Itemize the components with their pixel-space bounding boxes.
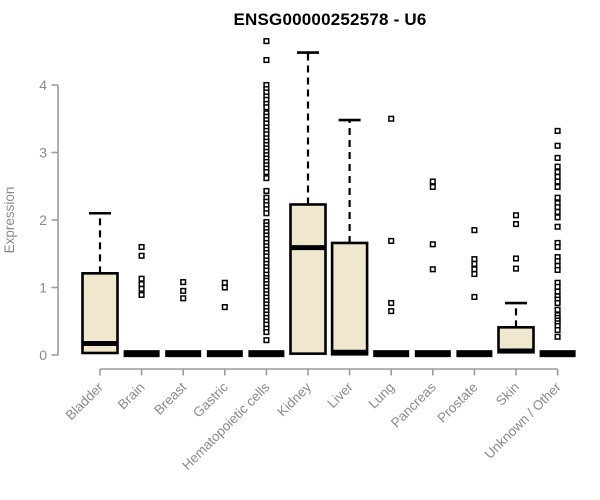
outlier-unknown-other: [554, 163, 561, 170]
outlier-unknown-other: [554, 258, 561, 265]
y-tick-label: 3: [39, 145, 47, 161]
outlier-prostate: [471, 256, 478, 263]
outlier-brain: [138, 291, 145, 298]
collapsed-box-gastric: [206, 350, 243, 358]
outlier-pancreas: [429, 266, 436, 273]
outlier-unknown-other: [554, 194, 561, 201]
y-axis-label: Expression: [2, 187, 17, 254]
outlier-prostate: [471, 293, 478, 300]
outlier-unknown-other: [554, 214, 561, 221]
outlier-hematopoietic-cells: [263, 104, 270, 111]
outlier-prostate: [471, 270, 478, 278]
chart-title: ENSG00000252578 - U6: [233, 10, 427, 29]
outlier-unknown-other: [554, 243, 561, 251]
outlier-unknown-other: [554, 223, 561, 230]
outlier-hematopoietic-cells: [263, 169, 270, 176]
x-tick-label: Pancreas: [388, 379, 439, 430]
outlier-skin: [512, 265, 520, 272]
y-tick-label: 4: [39, 77, 47, 93]
outlier-prostate: [471, 260, 478, 267]
x-tick-label: Breast: [151, 379, 189, 417]
collapsed-box-pancreas: [414, 350, 451, 358]
outlier-unknown-other: [554, 288, 561, 295]
outlier-skin: [512, 221, 520, 228]
outlier-brain: [138, 281, 145, 288]
outlier-pancreas: [429, 241, 436, 248]
x-tick-label: Brain: [115, 380, 148, 413]
outlier-unknown-other: [554, 306, 561, 313]
outlier-unknown-other: [554, 169, 561, 176]
outlier-lung: [388, 308, 395, 315]
outlier-pancreas: [429, 183, 436, 190]
box-kidney: [289, 203, 327, 355]
x-tick-label: Unknown / Other: [481, 379, 564, 462]
outlier-prostate: [471, 227, 478, 234]
collapsed-box-hematopoietic-cells: [248, 350, 285, 358]
outlier-unknown-other: [554, 204, 561, 211]
outlier-unknown-other: [554, 266, 561, 273]
outlier-unknown-other: [554, 299, 561, 307]
outlier-hematopoietic-cells: [263, 38, 270, 45]
box-bladder: [81, 272, 119, 355]
outlier-lung: [388, 237, 395, 244]
outlier-prostate: [471, 266, 478, 273]
outlier-brain: [138, 252, 145, 259]
outlier-gastric: [221, 304, 228, 311]
outlier-breast: [180, 295, 187, 302]
outlier-unknown-other: [554, 183, 561, 190]
outlier-unknown-other: [554, 283, 561, 290]
y-tick-label: 2: [39, 212, 47, 228]
outlier-unknown-other: [554, 326, 561, 334]
outlier-skin: [512, 212, 520, 219]
x-tick-label: Bladder: [63, 379, 107, 423]
outlier-unknown-other: [554, 154, 561, 161]
box-liver: [330, 241, 369, 356]
x-tick-label: Lung: [365, 380, 397, 412]
outlier-brain: [138, 275, 145, 282]
collapsed-box-prostate: [456, 350, 493, 358]
outlier-hematopoietic-cells: [263, 187, 270, 195]
x-tick-label: Liver: [324, 379, 356, 411]
outlier-unknown-other: [554, 142, 561, 149]
collapsed-box-lung: [373, 350, 410, 358]
outlier-gastric: [221, 279, 228, 286]
outlier-unknown-other: [554, 127, 561, 134]
collapsed-box-brain: [123, 350, 160, 358]
x-tick-label: Kidney: [274, 379, 314, 419]
outlier-hematopoietic-cells: [263, 56, 270, 64]
x-tick-label: Gastric: [190, 379, 231, 420]
outlier-pancreas: [429, 178, 436, 185]
outlier-hematopoietic-cells: [263, 329, 270, 336]
outlier-hematopoietic-cells: [263, 175, 270, 182]
outlier-brain: [138, 243, 145, 251]
y-tick-label: 1: [39, 280, 47, 296]
outlier-brain: [138, 285, 145, 292]
outlier-unknown-other: [554, 178, 561, 185]
outlier-gastric: [221, 284, 228, 291]
outlier-unknown-other: [554, 333, 561, 340]
outlier-unknown-other: [554, 208, 561, 215]
outlier-skin: [512, 255, 520, 262]
outlier-unknown-other: [554, 173, 561, 180]
outlier-hematopoietic-cells: [263, 210, 270, 217]
x-tick-label: Skin: [493, 380, 522, 409]
outlier-breast: [180, 287, 187, 294]
x-tick-label: Prostate: [434, 380, 480, 426]
collapsed-box-breast: [165, 350, 202, 358]
outlier-lung: [388, 299, 395, 307]
outlier-hematopoietic-cells: [263, 337, 270, 344]
outlier-breast: [180, 279, 187, 286]
collapsed-box-unknown-other: [539, 350, 576, 358]
outlier-lung: [388, 115, 395, 122]
y-tick-label: 0: [39, 347, 47, 363]
